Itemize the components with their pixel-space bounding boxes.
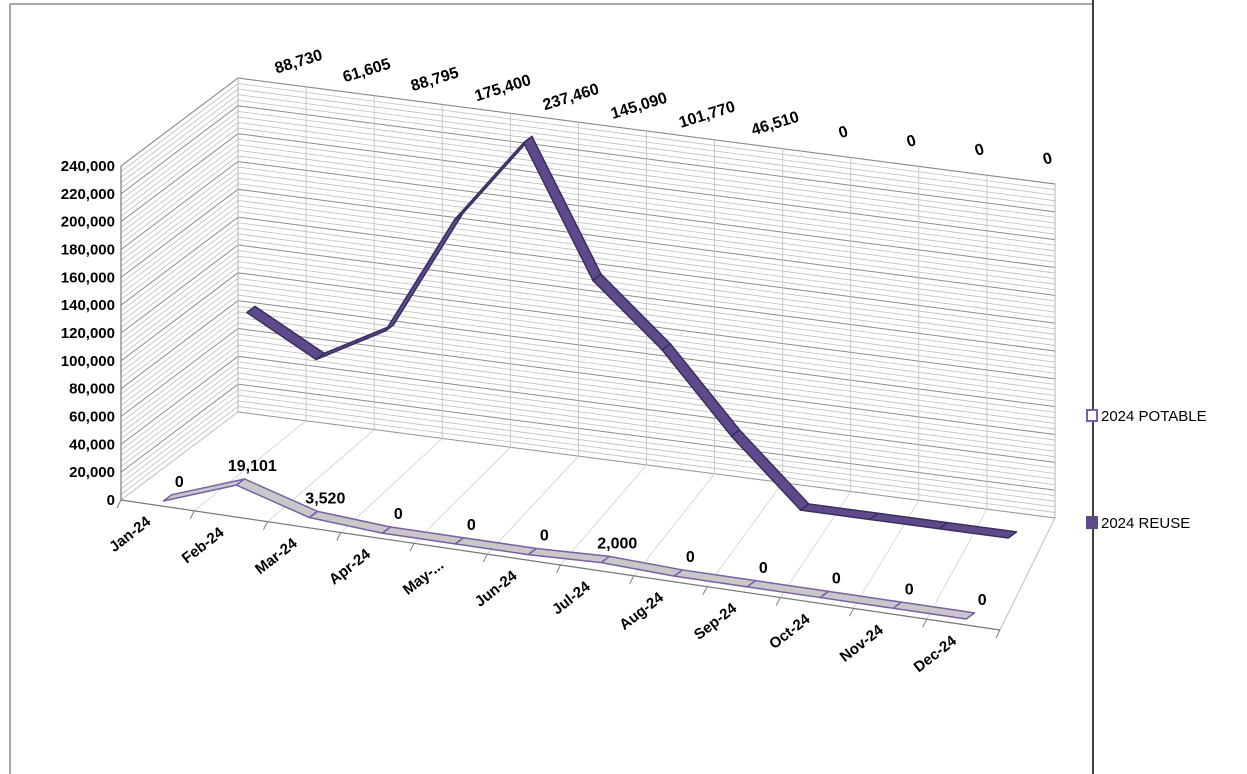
y-tick-label: 160,000: [61, 269, 115, 286]
gridline-floor: [560, 464, 647, 566]
potable-data-label: 0: [686, 549, 695, 566]
reuse-data-label: 0: [905, 132, 919, 151]
y-tick-label: 180,000: [61, 242, 115, 259]
x-tick-mark: [922, 618, 928, 628]
gridline-floor: [120, 411, 239, 501]
x-tick-label: Jan-24: [106, 513, 154, 556]
chart-axes: [116, 166, 1001, 639]
x-tick-mark: [849, 608, 854, 617]
legend-swatch-potable: [1086, 409, 1098, 422]
y-tick-label: 220,000: [61, 186, 115, 203]
y-axis-ticks: 0 20,000 40,000 60,000 80,000 100,000 120,000 1…: [61, 158, 115, 509]
gridline-floor: [999, 517, 1056, 631]
legend-swatch-reuse: [1086, 516, 1098, 529]
x-tick-mark: [336, 532, 342, 541]
x-tick-mark: [629, 575, 635, 585]
x-tick-label: Feb-24: [179, 524, 228, 568]
gridline-floor: [413, 447, 511, 544]
reuse-data-label: 0: [837, 123, 851, 142]
reuse-data-label: 237,460: [541, 81, 601, 114]
reuse-data-label: 101,770: [677, 99, 737, 132]
potable-data-label: 19,101: [228, 458, 277, 475]
potable-data-label: 0: [759, 560, 768, 577]
x-tick-label: Nov-24: [837, 621, 887, 666]
y-tick-label: 120,000: [61, 325, 115, 342]
gridline-floor: [486, 455, 579, 555]
legend-label-potable: 2024 POTABLE: [1101, 408, 1207, 425]
potable-data-label: 0: [905, 581, 914, 598]
reuse-data-label: 175,400: [473, 72, 533, 105]
series-potable: [162, 478, 976, 620]
y-tick-label: 60,000: [69, 409, 115, 426]
potable-ribbon-segment: [892, 601, 976, 620]
y-tick-label: 240,000: [61, 158, 115, 175]
potable-data-label: 0: [467, 517, 476, 534]
y-tick-label: 0: [107, 492, 115, 509]
x-tick-label: Sep-24: [691, 599, 741, 643]
reuse-data-label: 88,730: [273, 47, 325, 78]
gridline-floor: [706, 482, 783, 587]
y-tick-label: 20,000: [69, 464, 115, 481]
reuse-data-label: 0: [1041, 150, 1055, 169]
x-tick-label: Mar-24: [252, 534, 301, 578]
x-tick-mark: [556, 564, 561, 574]
gridline-floor: [340, 438, 443, 533]
legend: 2024 POTABLE 2024 REUSE: [1086, 408, 1207, 532]
y-tick-label: 100,000: [61, 353, 115, 370]
x-tick-mark: [702, 586, 708, 595]
x-tick-mark: [409, 543, 415, 552]
x-tick-label: Aug-24: [616, 589, 667, 634]
reuse-data-label: 88,795: [409, 64, 461, 95]
x-tick-label: Dec-24: [911, 632, 961, 676]
reuse-data-label: 61,605: [341, 56, 393, 87]
x-tick-mark: [775, 597, 781, 606]
x-tick-mark: [482, 553, 488, 563]
reuse-ribbon-segment: [938, 521, 1018, 539]
x-tick-mark: [995, 629, 1001, 639]
gridline-floor: [633, 473, 715, 577]
reuse-data-label: 46,510: [749, 109, 801, 140]
legend-label-reuse: 2024 REUSE: [1101, 515, 1190, 532]
y-tick-label: 80,000: [69, 381, 115, 398]
potable-data-label: 0: [978, 592, 987, 609]
series-reuse: [246, 135, 1018, 539]
potable-data-label: 0: [394, 506, 403, 523]
potable-data-label: 0: [540, 528, 549, 545]
potable-data-label: 0: [832, 571, 841, 588]
y-tick-label: 140,000: [61, 297, 115, 314]
x-tick-label: Oct-24: [766, 610, 814, 653]
potable-data-label: 0: [175, 474, 184, 491]
x-tick-label: Apr-24: [326, 545, 374, 588]
x-tick-mark: [116, 499, 122, 509]
y-tick-label: 40,000: [69, 436, 115, 453]
x-tick-mark: [189, 510, 195, 520]
potable-data-label: 2,000: [597, 536, 637, 553]
potable-data-label: 3,520: [305, 491, 345, 508]
x-tick-label: Jun-24: [472, 567, 521, 611]
x-tick-mark: [263, 521, 268, 530]
reuse-data-label: 0: [973, 141, 987, 160]
x-tick-label: Jul-24: [549, 578, 594, 618]
gridline-floor: [193, 420, 307, 512]
reuse-data-label: 145,090: [609, 90, 669, 123]
y-tick-label: 200,000: [61, 214, 115, 231]
x-tick-label: May-...: [400, 557, 447, 599]
